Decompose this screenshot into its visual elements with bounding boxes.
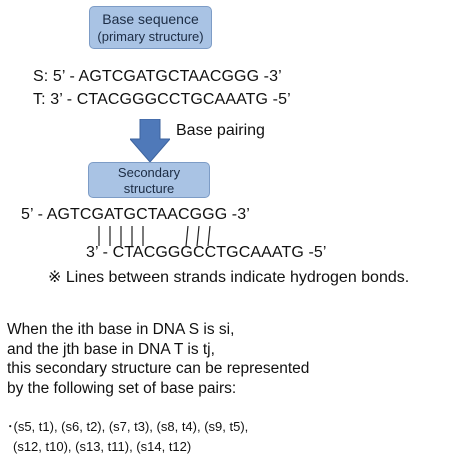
secondary-label-line2: structure [123,181,175,196]
pairs-line: (s12, t10), (s13, t11), (s14, t12) [13,439,192,454]
paragraph-line: and the jth base in DNA T is tj, [7,340,215,358]
hydrogen-bond-note: ※ Lines between strands indicate hydroge… [48,269,410,286]
base-pairing-label: Base pairing [176,122,265,139]
strand-s-sequence: S: 5’ - AGTCGATGCTAACGGG -3’ [33,68,282,85]
secondary-label-line1: Secondary [117,165,181,180]
secondary-structure-label: Secondary structure [88,162,210,198]
bond-line [196,225,200,247]
base-pair-set: ･(s5, t1), (s6, t2), (s7, t3), (s8, t4),… [7,417,467,457]
primary-label-line2: (primary structure) [97,29,204,44]
bond-line [207,225,211,247]
primary-structure-label: Base sequence (primary structure) [89,6,212,49]
bond-line [185,225,189,247]
strand-t-sequence: T: 3’ - CTACGGGCCTGCAAATG -5’ [33,91,291,108]
secondary-top-strand: 5’ - AGTCGATGCTAACGGG -3’ [21,206,250,223]
pairs-line: ･(s5, t1), (s6, t2), (s7, t3), (s8, t4),… [7,419,249,434]
primary-label-line1: Base sequence [102,11,199,27]
paragraph-line: by the following set of base pairs: [7,379,237,397]
paragraph-line: When the ith base in DNA S is si, [7,321,235,338]
secondary-bottom-strand: 3’ - CTACGGGCCTGCAAATG -5’ [86,244,327,261]
explanation-paragraph: When the ith base in DNA S is si, and th… [7,320,467,398]
paragraph-line: this secondary structure can be represen… [7,360,310,377]
down-arrow-icon [130,119,170,163]
